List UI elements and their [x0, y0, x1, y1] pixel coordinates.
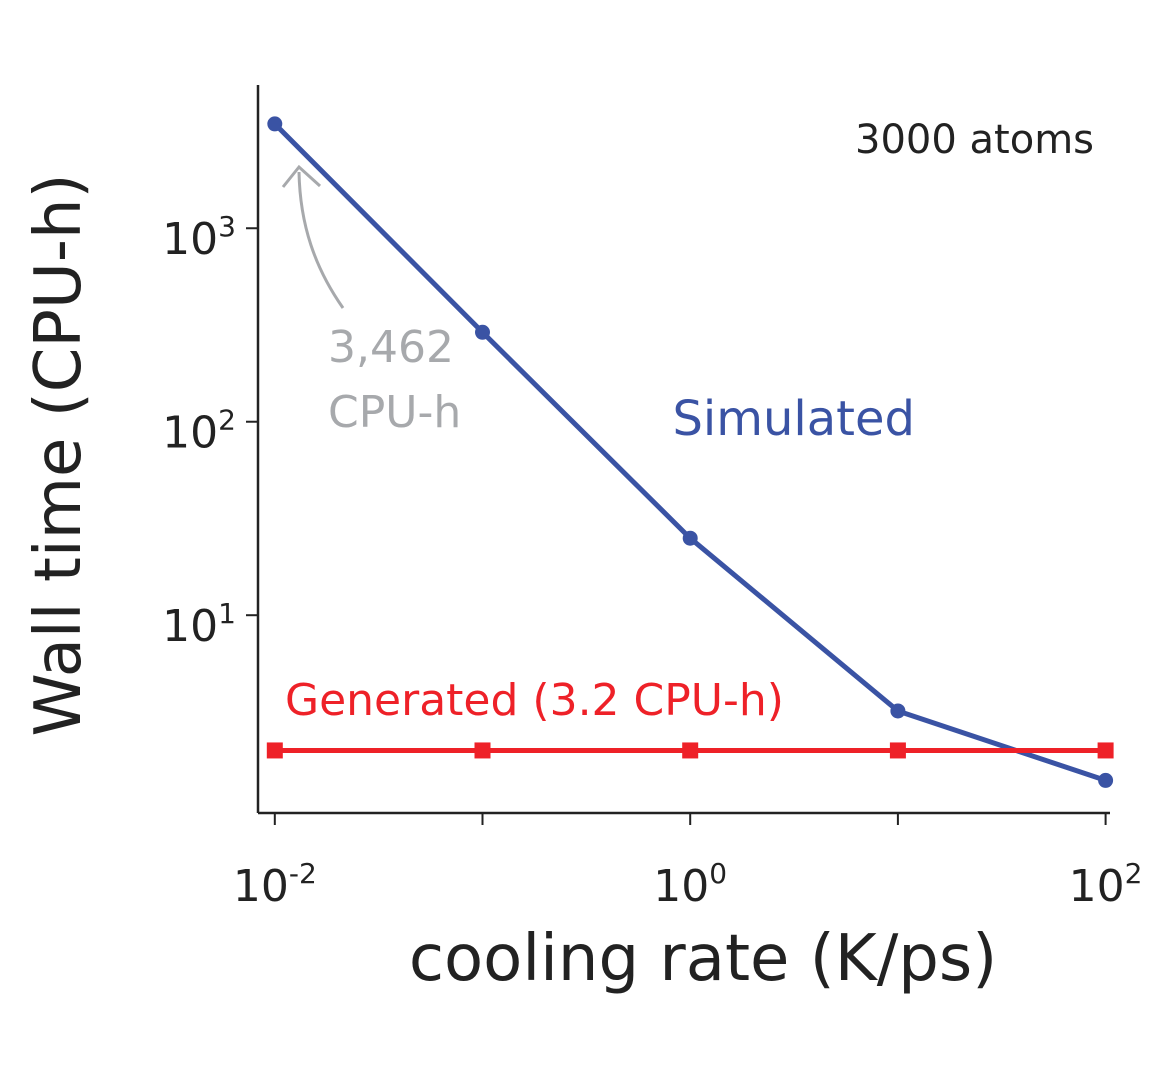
callout-arrowhead	[281, 164, 322, 188]
y-ticks: 101 102 103	[162, 210, 258, 652]
simulated-series-label: Simulated	[672, 391, 915, 447]
generated-point	[682, 742, 699, 759]
generated-point	[266, 742, 283, 759]
x-tick-label: 100	[653, 857, 727, 912]
generated-point	[1097, 742, 1114, 759]
axes	[256, 85, 1110, 815]
callout-arrow	[297, 171, 345, 309]
simulated-point	[890, 703, 906, 719]
y-tick-label: 103	[162, 210, 236, 265]
x-ticks: 10-2 100 102	[233, 813, 1143, 912]
y-axis-title: Wall time (CPU-h)	[22, 174, 96, 737]
generated-series-label: Generated (3.2 CPU-h)	[285, 675, 784, 726]
simulated-point	[1098, 772, 1114, 788]
y-tick-label: 102	[162, 404, 236, 459]
generated-point	[889, 742, 906, 759]
callout-unit-label: CPU-h	[328, 387, 461, 438]
x-tick-label: 102	[1069, 857, 1143, 912]
series-layer	[266, 116, 1114, 788]
y-tick-label: 101	[162, 597, 236, 652]
simulated-point	[475, 324, 491, 340]
x-tick-label: 10-2	[233, 857, 317, 912]
x-axis-title: cooling rate (K/ps)	[409, 922, 997, 996]
generated-point	[474, 742, 491, 759]
simulated-point	[682, 530, 698, 546]
callout-value-label: 3,462	[328, 322, 454, 373]
atoms-label: 3000 atoms	[855, 117, 1094, 163]
simulated-point	[267, 116, 283, 132]
